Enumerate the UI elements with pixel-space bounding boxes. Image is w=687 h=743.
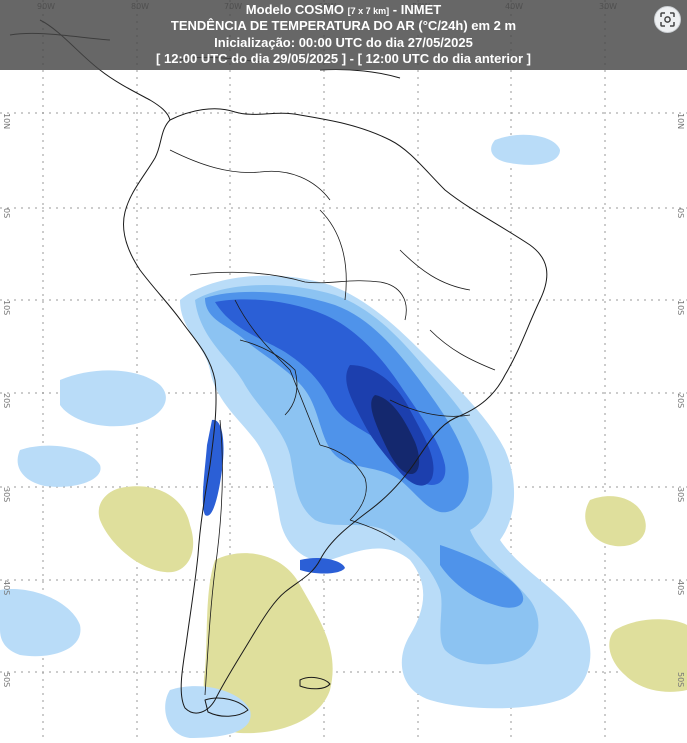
south-america-outline [123,108,548,714]
border-argentina-chile [204,419,223,696]
latitude-label-right: 40S [676,580,685,595]
latitude-label-left: 30S [2,487,11,502]
latitude-label-right: 20S [676,393,685,408]
title-suffix: - INMET [392,2,442,17]
warming-area-southeast [609,619,687,692]
latitude-label-left: 40S [2,580,11,595]
border-uruguay [349,519,396,541]
title-line: Modelo COSMO [7 x 7 km] - INMET [0,2,687,19]
latitude-label-right: 10N [676,113,685,129]
border-brazil-states [319,209,496,417]
latitude-label-left: 10N [2,113,11,129]
tierra-del-fuego-outline [204,697,249,717]
warming-area-patagonia [203,553,333,734]
border-brazil-west [234,299,321,446]
cooling-area-pacific-north [60,370,166,427]
google-lens-button[interactable] [654,6,681,33]
country-borders [169,149,496,696]
latitude-label-left: 0S [2,208,11,218]
latitude-label-left: 20S [2,393,11,408]
cooling-areas [0,134,591,738]
latitude-label-left: 50S [2,672,11,687]
border-paraguay [319,444,367,521]
border-colombia-venezuela [169,149,331,201]
warming-area-east-atlantic [585,496,646,547]
border-bolivia [239,339,298,416]
cooling-area-core [371,395,420,475]
cooling-area-andes [202,419,224,516]
latitude-label-right: 30S [676,487,685,502]
latitude-label-right: 50S [676,672,685,687]
latitude-labels: 10N 10N 0S 0S 10S 10S 20S 20S 30S 30S 40S 40S 50S 50S [2,113,685,687]
cooling-area-pacific-mid [17,445,101,487]
border-brazil-north [189,271,407,321]
valid-period-text: [ 12:00 UTC do dia 29/05/2025 ] - [ 12:0… [156,51,531,66]
title-resolution: [7 x 7 km] [347,6,390,16]
warming-areas [98,486,687,734]
title-main: Modelo COSMO [245,2,345,17]
initialization-text: Inicialização: 00:00 UTC do dia 27/05/20… [214,35,473,50]
cooling-area-rio-de-la-plata [300,557,345,574]
cooling-area-atlantic-north [491,134,560,165]
latitude-label-right: 10S [676,300,685,315]
cooling-area-ocean-plume [440,545,524,608]
cooling-area-pacific-west [0,589,81,657]
latitude-label-right: 0S [676,208,685,218]
latitude-label-left: 10S [2,300,11,315]
variable-title: TENDÊNCIA DE TEMPERATURA DO AR (°C/24h) … [170,18,517,33]
falklands-outline [299,676,331,690]
google-lens-icon [660,12,675,27]
map-header: Modelo COSMO [7 x 7 km] - INMET TENDÊNCI… [0,0,687,70]
warming-area-south-atlantic [98,486,194,573]
